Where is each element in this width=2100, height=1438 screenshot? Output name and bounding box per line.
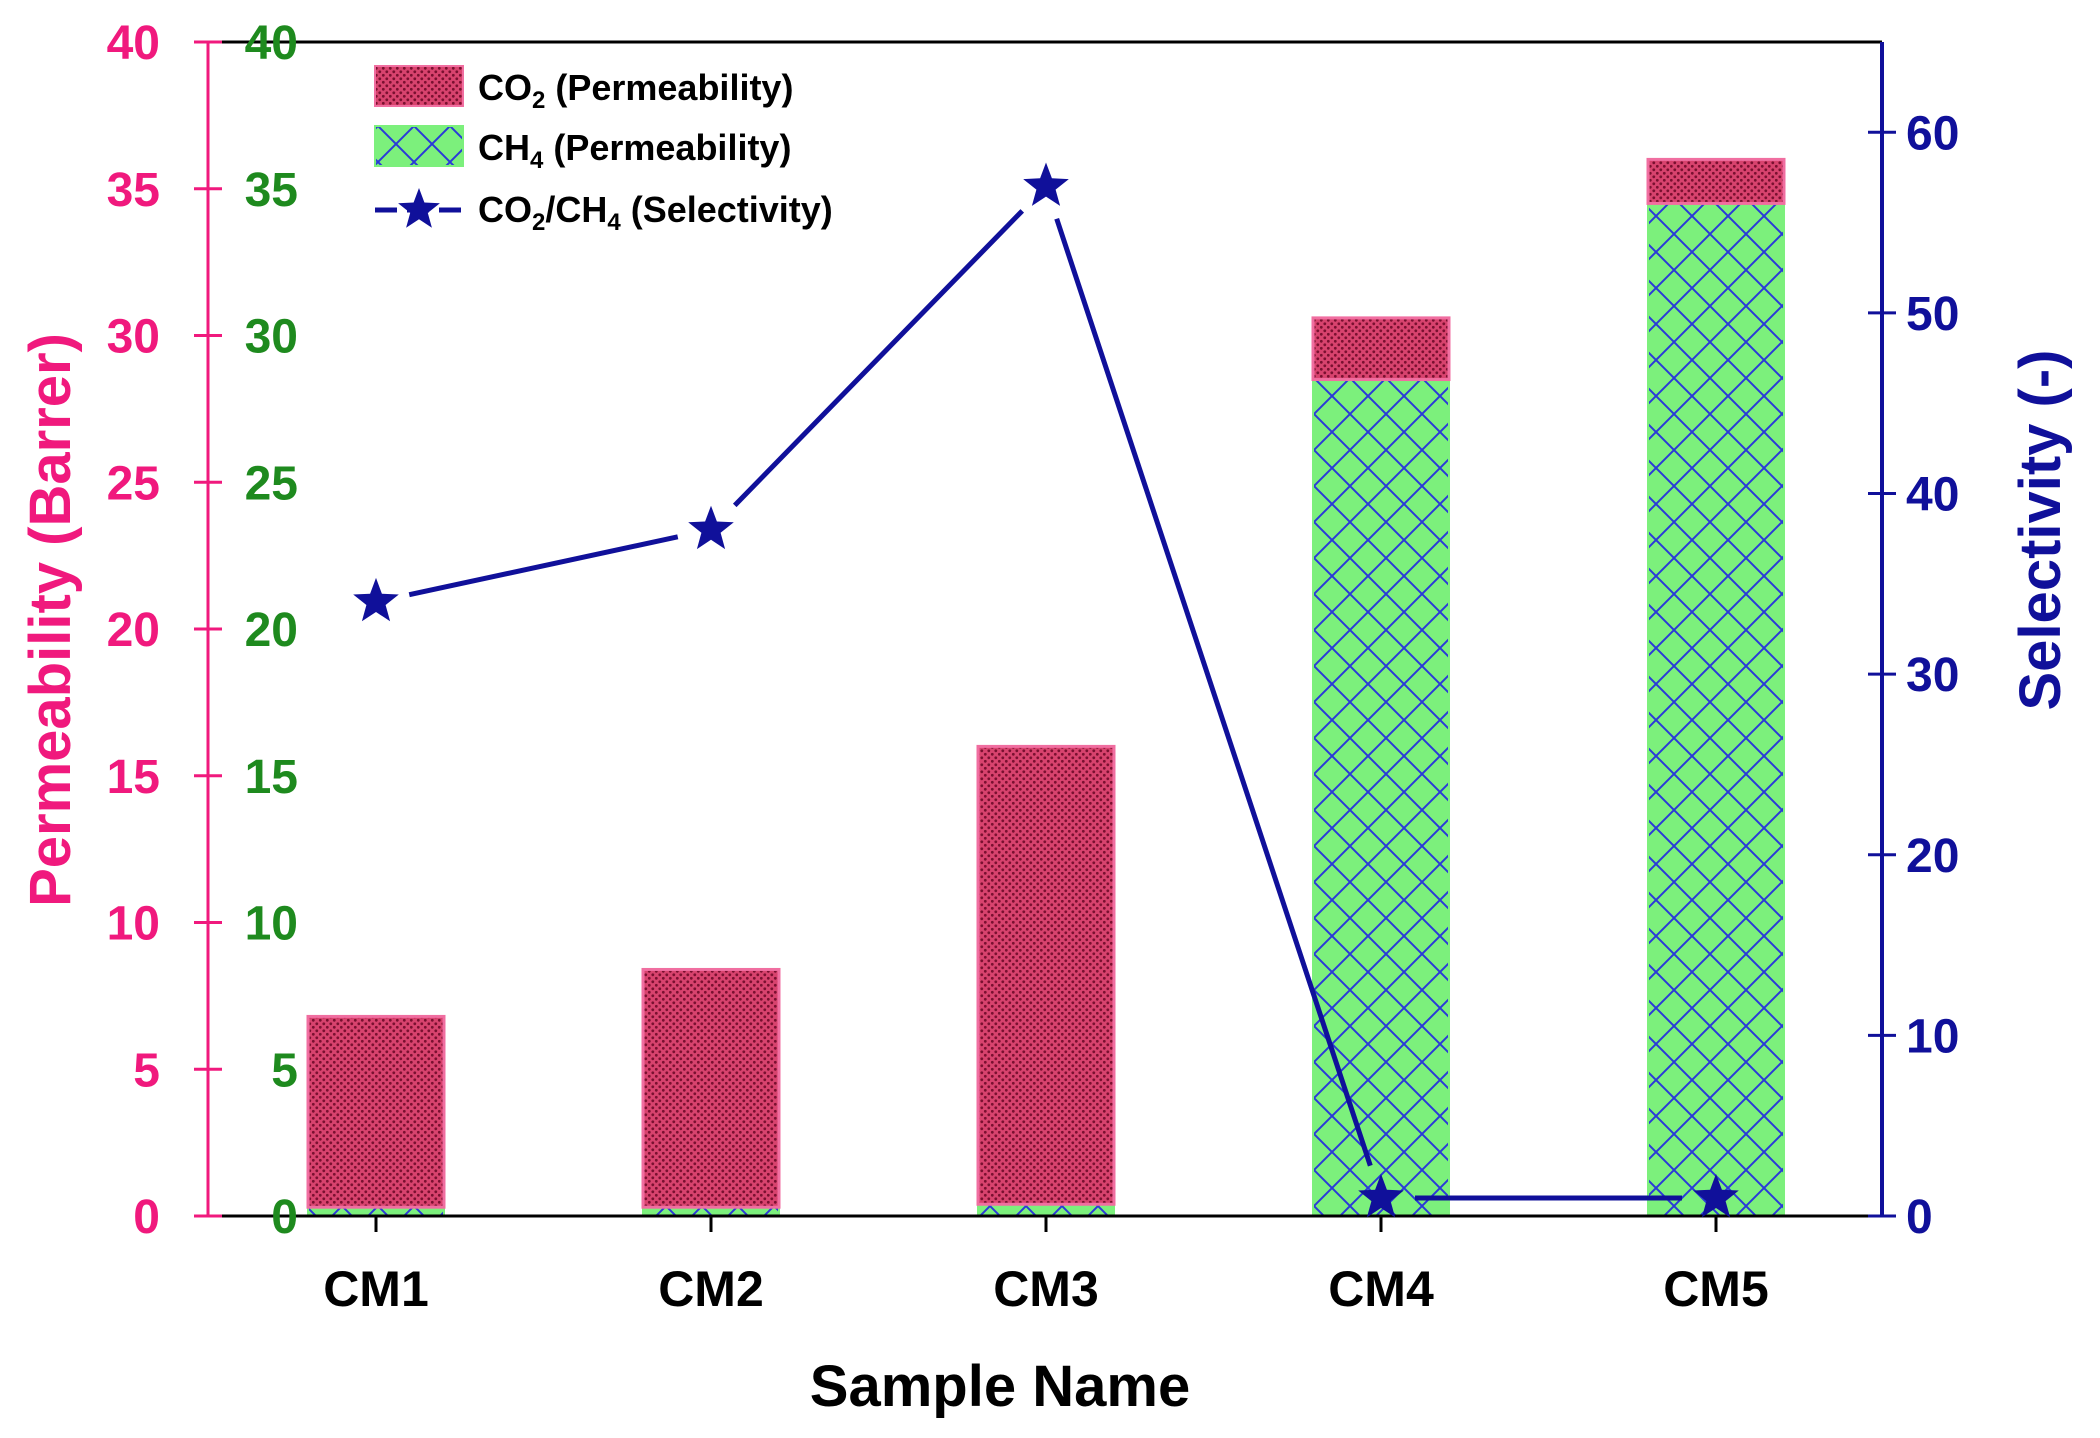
selectivity-point-cm3 (1023, 162, 1069, 206)
axes-layer: 0 0 5 5 10 10 15 15 20 20 25 25 30 30 35 35 40 40 0 10 20 30 4… (18, 17, 2073, 1419)
y-inner-tick-label-10: 10 (245, 898, 298, 951)
bar-co2-cm5 (1646, 157, 1786, 205)
y-tick-label-5: 5 (133, 1044, 160, 1097)
y-tick-label-40: 40 (107, 17, 160, 70)
y2-tick-label-40: 40 (1906, 469, 1959, 522)
y-inner-tick-label-40: 40 (245, 17, 298, 70)
y2-tick-label-50: 50 (1906, 288, 1959, 341)
legend-label-selectivity: CO2/CH4 (Selectivity) (478, 189, 833, 236)
y-tick-label-0: 0 (133, 1191, 160, 1244)
x-tick-label-cm5: CM5 (1663, 1261, 1769, 1317)
bar-ch4-cm3 (977, 1203, 1115, 1218)
y2-tick-label-30: 30 (1906, 649, 1959, 702)
bar-layer (306, 157, 1786, 1218)
legend-label-ch4: CH4 (Permeability) (478, 127, 791, 174)
bar-ch4-cm4 (1312, 378, 1450, 1217)
y-tick-label-35: 35 (107, 164, 160, 217)
x-tick-label-cm2: CM2 (658, 1261, 764, 1317)
y-inner-tick-label-25: 25 (245, 457, 298, 510)
selectivity-point-cm5 (1693, 1173, 1739, 1218)
legend-label-co2: CO2 (Permeability) (478, 67, 793, 114)
selectivity-segment-3 (1054, 217, 1373, 1167)
legend: CO2 (Permeability) CH4 (Permeability) CO2/… (374, 65, 833, 236)
x-tick-label-cm3: CM3 (993, 1261, 1099, 1317)
x-tick-label-cm4: CM4 (1328, 1261, 1434, 1317)
legend-swatch-co2 (374, 65, 464, 107)
legend-marker-selectivity (398, 188, 440, 228)
selectivity-point-cm1 (353, 577, 399, 622)
y-axis-title: Permeability (Barrer) (18, 333, 83, 907)
y-tick-label-10: 10 (107, 898, 160, 951)
y-tick-label-20: 20 (107, 604, 160, 657)
selectivity-segment-1 (408, 534, 679, 598)
bar-co2-cm3 (976, 744, 1116, 1206)
selectivity-segment-2 (732, 209, 1025, 508)
y-inner-tick-label-5: 5 (271, 1044, 298, 1097)
y2-tick-label-60: 60 (1906, 107, 1959, 160)
bar-ch4-cm5 (1647, 202, 1785, 1218)
bar-co2-cm1 (306, 1014, 446, 1209)
y-inner-tick-label-30: 30 (245, 311, 298, 364)
bar-co2-cm2 (641, 967, 781, 1209)
legend-swatch-ch4 (374, 125, 464, 167)
y2-tick-label-10: 10 (1906, 1010, 1959, 1063)
y2-axis-title: Selectivity (-) (2008, 350, 2073, 711)
y2-tick-label-0: 0 (1906, 1191, 1933, 1244)
selectivity-point-cm4 (1358, 1173, 1404, 1218)
y2-tick-label-20: 20 (1906, 830, 1959, 883)
x-tick-label-cm1: CM1 (323, 1261, 429, 1317)
y-tick-label-25: 25 (107, 457, 160, 510)
selectivity-line-layer (353, 162, 1739, 1218)
y-tick-label-15: 15 (107, 751, 160, 804)
y-inner-tick-label-0: 0 (271, 1191, 298, 1244)
y-inner-tick-label-35: 35 (245, 164, 298, 217)
y-inner-tick-label-20: 20 (245, 604, 298, 657)
bar-co2-cm4 (1311, 316, 1451, 382)
x-axis-title: Sample Name (810, 1354, 1190, 1419)
selectivity-point-cm2 (688, 505, 734, 550)
y-tick-label-30: 30 (107, 311, 160, 364)
y-inner-tick-label-15: 15 (245, 751, 298, 804)
